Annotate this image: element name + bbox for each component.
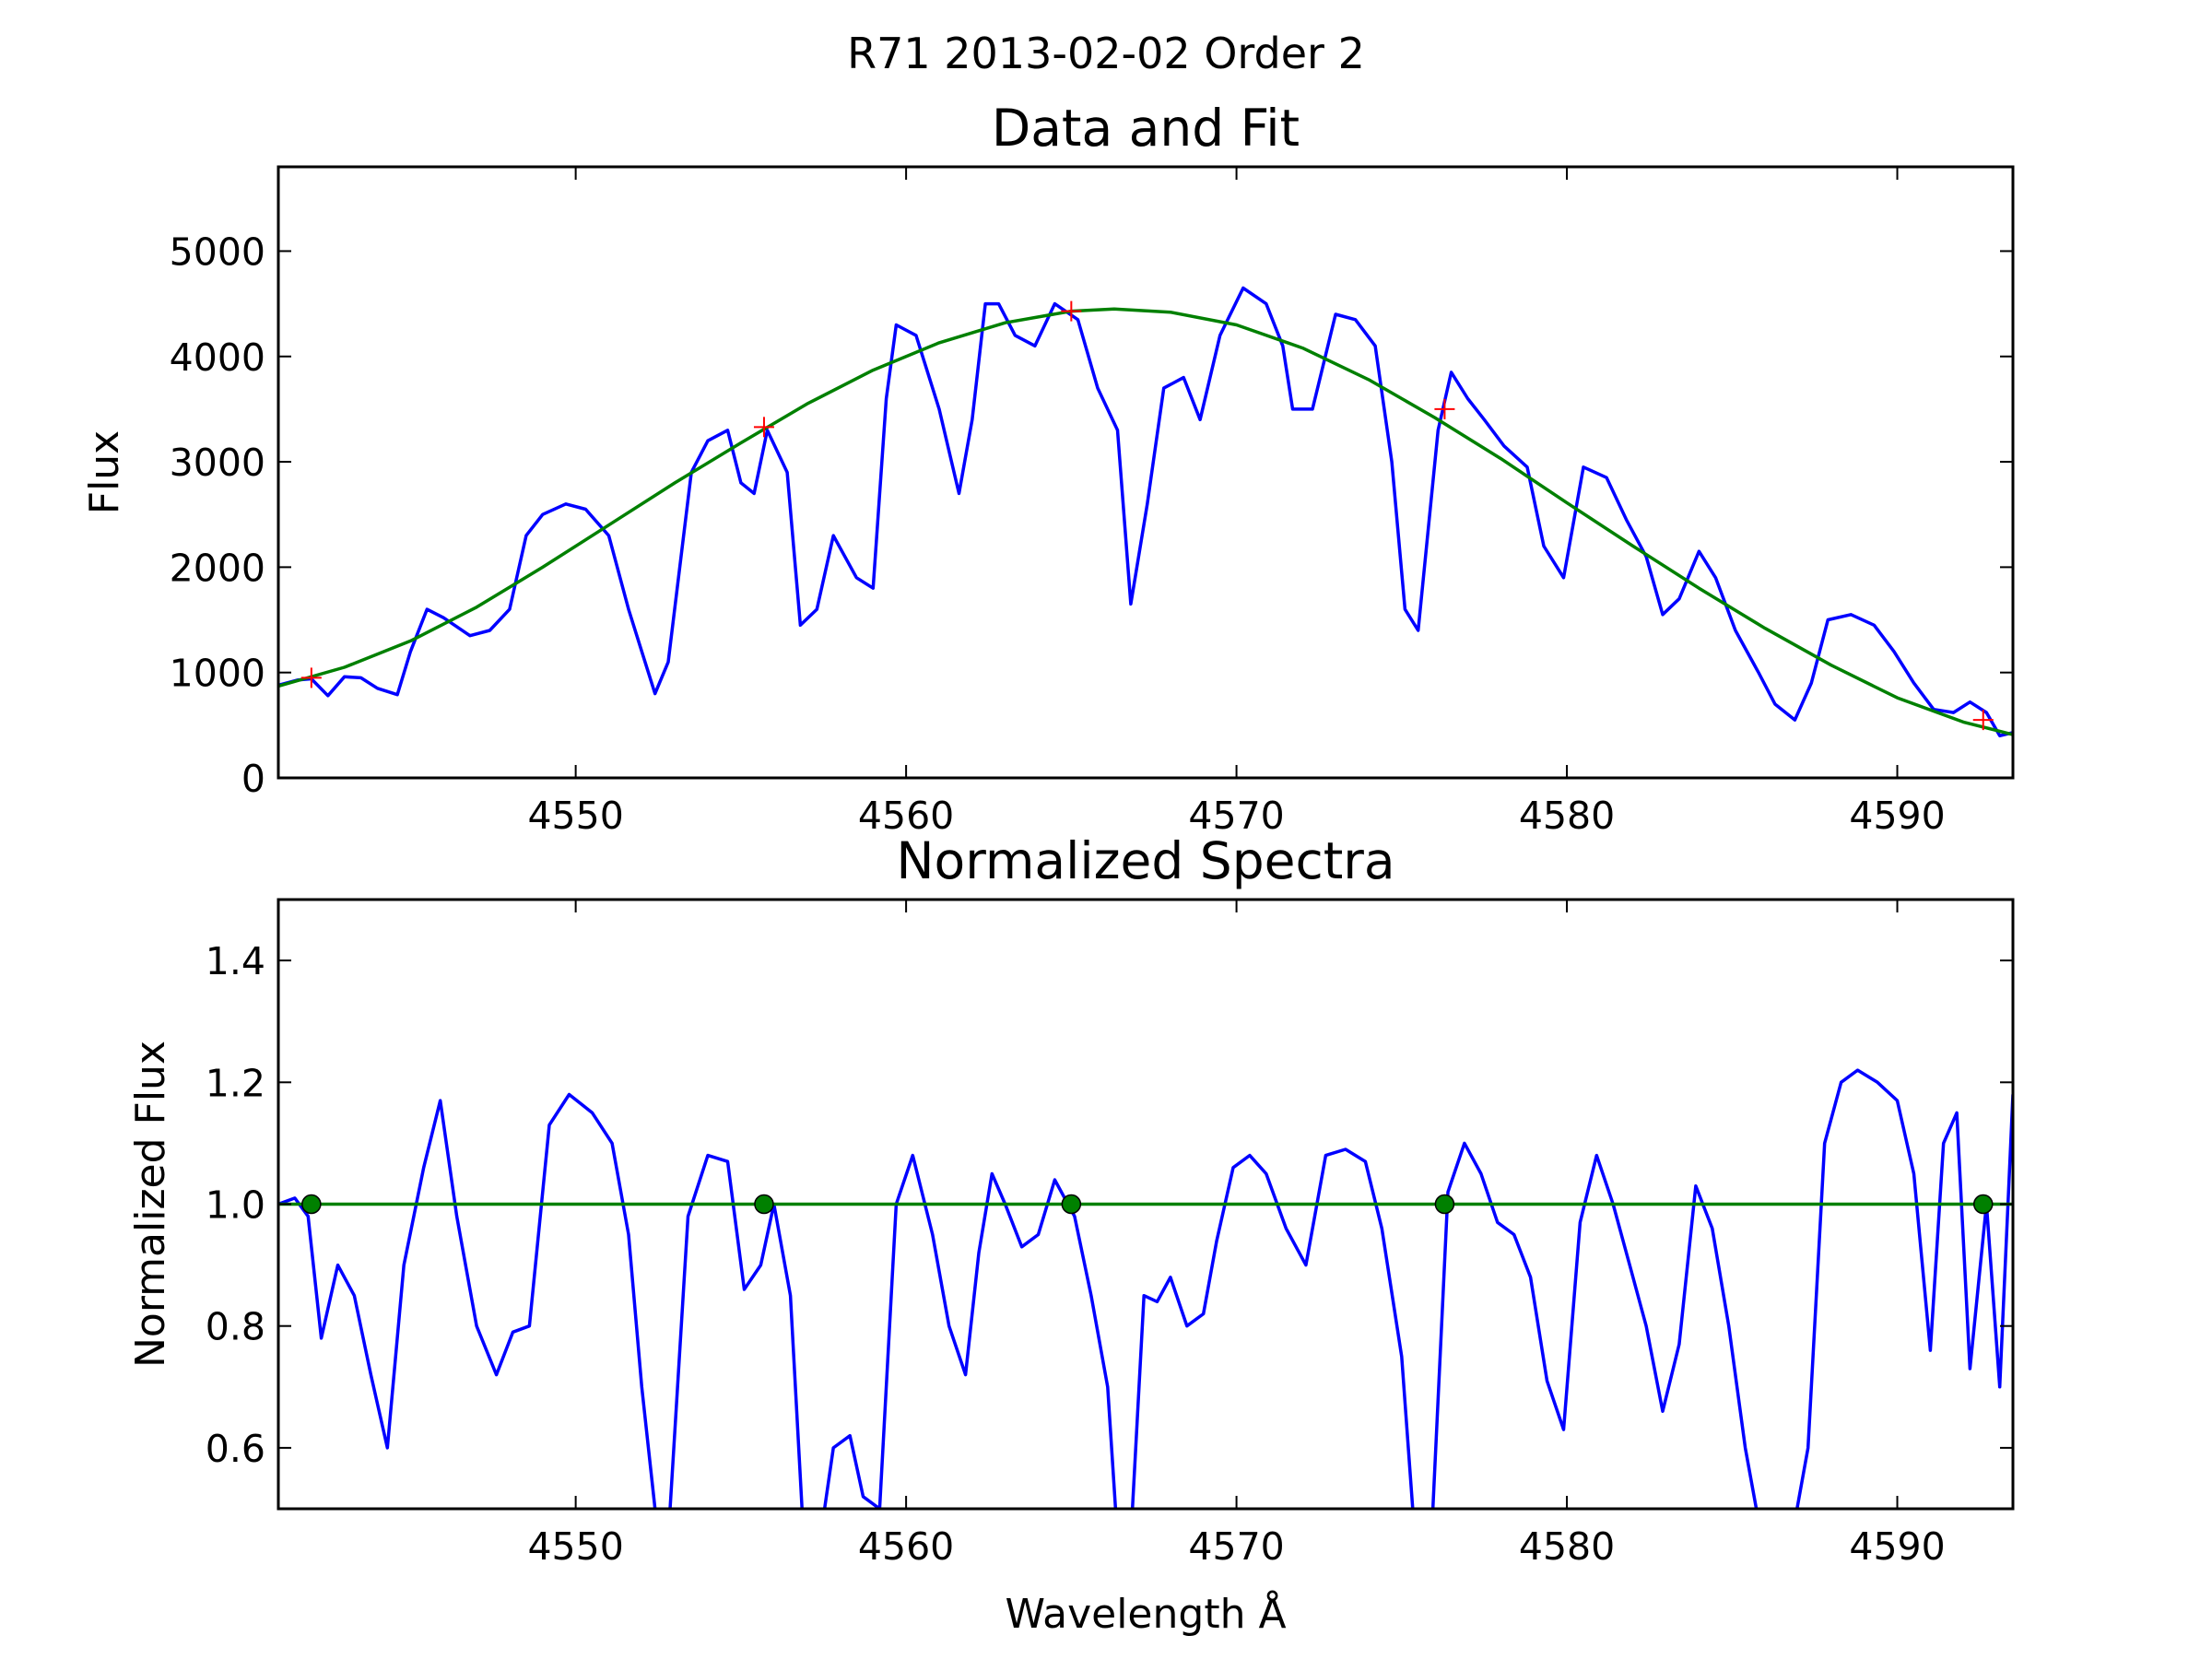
x-tick-label: 4560 xyxy=(858,1524,954,1569)
plot-area xyxy=(278,286,2013,738)
x-tick-label: 4580 xyxy=(1519,794,1615,838)
fit-point-marker xyxy=(1972,710,1994,731)
x-tick-label: 4550 xyxy=(527,1524,623,1569)
y-tick-label: 0.8 xyxy=(206,1305,265,1349)
fit-point-marker xyxy=(753,417,774,438)
spectrum-line xyxy=(278,286,2013,738)
y-axis-label: Normalized Flux xyxy=(127,1041,174,1368)
fit-point-marker xyxy=(1061,1194,1082,1215)
y-tick-label: 0.6 xyxy=(206,1427,265,1471)
fit-point-marker xyxy=(300,667,322,688)
x-tick-label: 4590 xyxy=(1849,794,1945,838)
y-tick-label: 1.2 xyxy=(206,1061,265,1105)
fit-point-marker xyxy=(1434,398,1455,419)
panel-title: Normalized Spectra xyxy=(896,831,1394,890)
fit-point-marker xyxy=(1972,1194,1994,1215)
fit-point-marker xyxy=(1061,300,1082,322)
y-tick-label: 0 xyxy=(241,757,265,801)
y-tick-label: 1000 xyxy=(170,652,265,696)
x-tick-label: 4560 xyxy=(858,794,954,838)
y-tick-label: 1.4 xyxy=(206,939,265,983)
x-tick-label: 4590 xyxy=(1849,1524,1945,1569)
y-axis-label: Flux xyxy=(81,430,128,514)
x-tick-label: 4550 xyxy=(527,794,623,838)
x-tick-label: 4580 xyxy=(1519,1524,1615,1569)
y-tick-label: 4000 xyxy=(170,335,265,380)
y-tick-label: 1.0 xyxy=(206,1183,265,1228)
y-tick-label: 5000 xyxy=(170,229,265,274)
fit-point-marker xyxy=(1434,1194,1455,1215)
spectrum-line xyxy=(278,1068,2013,1509)
fit-point-marker xyxy=(301,1194,322,1215)
fit-point-marker xyxy=(754,1194,774,1215)
x-axis-label: Wavelength Å xyxy=(1005,1589,1286,1638)
panel-normalized-spectra: Normalized Spectra 4550 4560 4570 4580 4590 0.… xyxy=(127,831,2015,1638)
fit-line xyxy=(278,307,2013,736)
y-tick-label: 3000 xyxy=(170,441,265,485)
x-tick-label: 4570 xyxy=(1188,794,1284,838)
x-tick-label: 4570 xyxy=(1188,1524,1284,1569)
figure-suptitle: R71 2013-02-02 Order 2 xyxy=(847,29,1365,78)
plot-area xyxy=(278,1068,2013,1509)
panel-title: Data and Fit xyxy=(992,99,1300,158)
axes-frame xyxy=(276,165,2015,780)
y-tick-label: 2000 xyxy=(170,546,265,590)
panel-data-and-fit: Data and Fit 4550 4560 4570 4580 4590 0 1000 200… xyxy=(81,99,2015,838)
